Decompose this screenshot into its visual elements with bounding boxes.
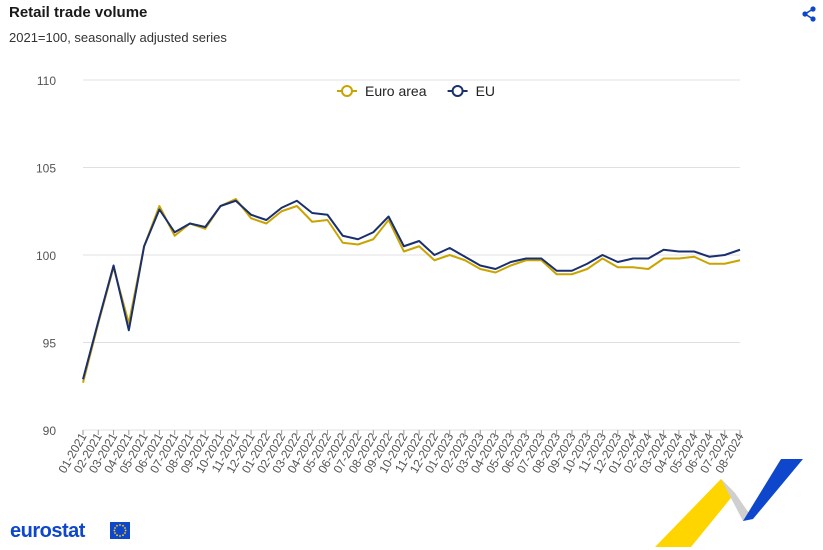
legend-label: EU	[476, 83, 495, 99]
x-axis-ticks: 01-202102-202103-202104-202105-202106-20…	[55, 430, 747, 476]
grid-layer	[83, 79, 740, 431]
legend-marker	[451, 85, 464, 97]
eurostat-logo: eurostat	[10, 520, 85, 542]
y-tick-label: 95	[43, 337, 57, 351]
series-layer	[82, 198, 741, 383]
y-tick-label: 100	[36, 249, 56, 263]
chart-title: Retail trade volume	[9, 4, 148, 21]
legend-item-euro-area[interactable]: Euro area	[337, 83, 427, 99]
legend-label: Euro area	[365, 83, 427, 99]
y-tick-label: 90	[43, 424, 57, 438]
y-axis-ticks: 90 95 100 105 110	[36, 74, 56, 438]
y-tick-label: 105	[36, 162, 56, 176]
legend-marker	[341, 85, 353, 97]
eu-flag-icon	[110, 522, 130, 539]
series-line-euro-area[interactable]	[82, 198, 741, 383]
series-line-eu[interactable]	[82, 199, 741, 380]
eurostat-swoosh-decoration	[655, 459, 803, 547]
legend-item-eu[interactable]: EU	[447, 83, 495, 99]
share-icon[interactable]	[800, 5, 818, 23]
chart-subtitle: 2021=100, seasonally adjusted series	[9, 30, 227, 45]
y-tick-label: 110	[37, 74, 56, 88]
legend: Euro area EU	[337, 83, 495, 99]
